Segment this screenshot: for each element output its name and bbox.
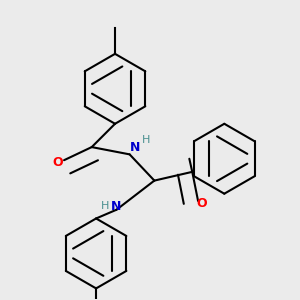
Text: O: O xyxy=(52,156,63,169)
Text: H: H xyxy=(142,135,151,146)
Text: H: H xyxy=(101,201,110,211)
Text: N: N xyxy=(111,200,121,213)
Text: N: N xyxy=(130,141,140,154)
Text: O: O xyxy=(196,197,207,210)
